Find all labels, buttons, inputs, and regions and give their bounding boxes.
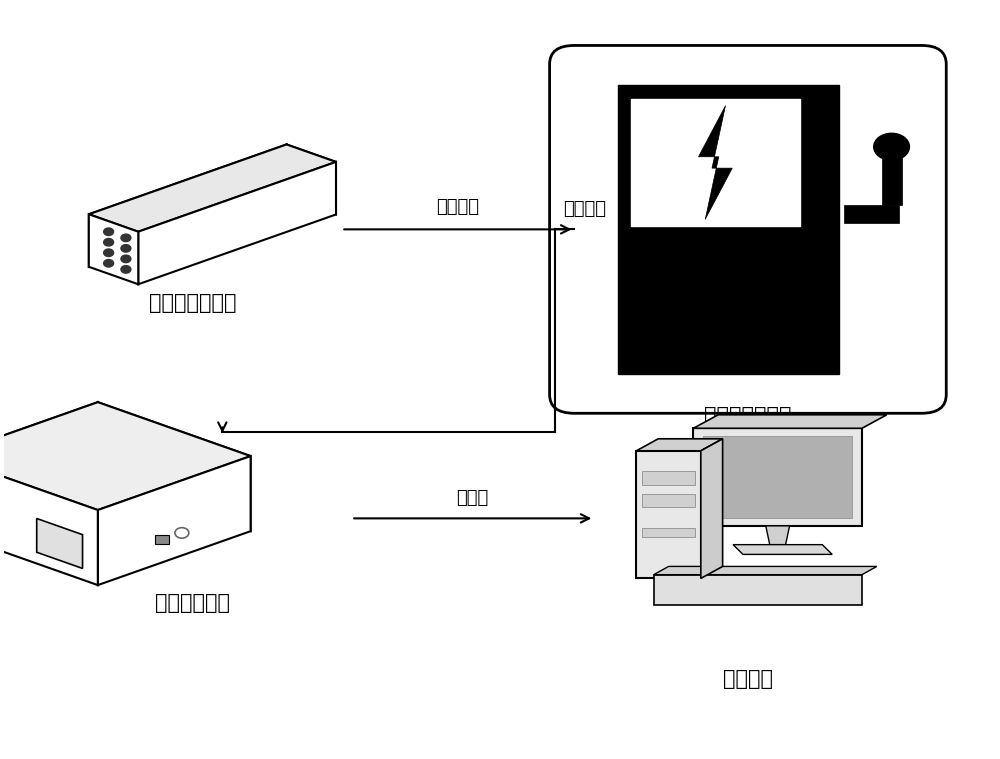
Polygon shape — [882, 146, 902, 206]
Polygon shape — [693, 414, 887, 428]
Polygon shape — [155, 535, 169, 544]
Polygon shape — [89, 144, 287, 267]
Circle shape — [104, 238, 114, 246]
Polygon shape — [698, 106, 732, 219]
Polygon shape — [654, 575, 862, 605]
Polygon shape — [642, 493, 695, 507]
Polygon shape — [701, 439, 723, 578]
Circle shape — [104, 249, 114, 257]
Polygon shape — [89, 214, 138, 285]
Circle shape — [874, 134, 909, 160]
Polygon shape — [693, 428, 862, 526]
Polygon shape — [287, 144, 336, 215]
Text: 信号监测: 信号监测 — [563, 200, 606, 218]
Polygon shape — [98, 456, 251, 585]
Circle shape — [104, 228, 114, 235]
Polygon shape — [37, 518, 83, 568]
Polygon shape — [636, 439, 723, 451]
Polygon shape — [89, 144, 336, 231]
Circle shape — [121, 255, 131, 263]
FancyBboxPatch shape — [550, 46, 946, 414]
Polygon shape — [0, 456, 98, 585]
Text: 脉冲监测装置: 脉冲监测装置 — [155, 594, 230, 613]
Text: 通信线: 通信线 — [457, 489, 489, 507]
Circle shape — [121, 244, 131, 252]
Text: 脉冲信号: 脉冲信号 — [436, 198, 479, 216]
Polygon shape — [0, 402, 98, 531]
Polygon shape — [642, 528, 695, 537]
Polygon shape — [733, 545, 832, 554]
Polygon shape — [138, 162, 336, 285]
Polygon shape — [844, 206, 899, 223]
Polygon shape — [631, 99, 800, 225]
Polygon shape — [703, 436, 852, 518]
Circle shape — [104, 260, 114, 267]
Circle shape — [121, 234, 131, 241]
Polygon shape — [654, 566, 877, 575]
Text: 系统主站: 系统主站 — [723, 669, 773, 688]
Text: 耐久老化检测台: 耐久老化检测台 — [704, 406, 792, 426]
Polygon shape — [0, 402, 251, 510]
Polygon shape — [766, 526, 790, 545]
Circle shape — [121, 266, 131, 273]
Polygon shape — [642, 471, 695, 484]
Polygon shape — [636, 451, 701, 578]
Text: 脉冲信号发生器: 脉冲信号发生器 — [149, 293, 236, 313]
Polygon shape — [618, 85, 839, 374]
Polygon shape — [98, 402, 251, 531]
